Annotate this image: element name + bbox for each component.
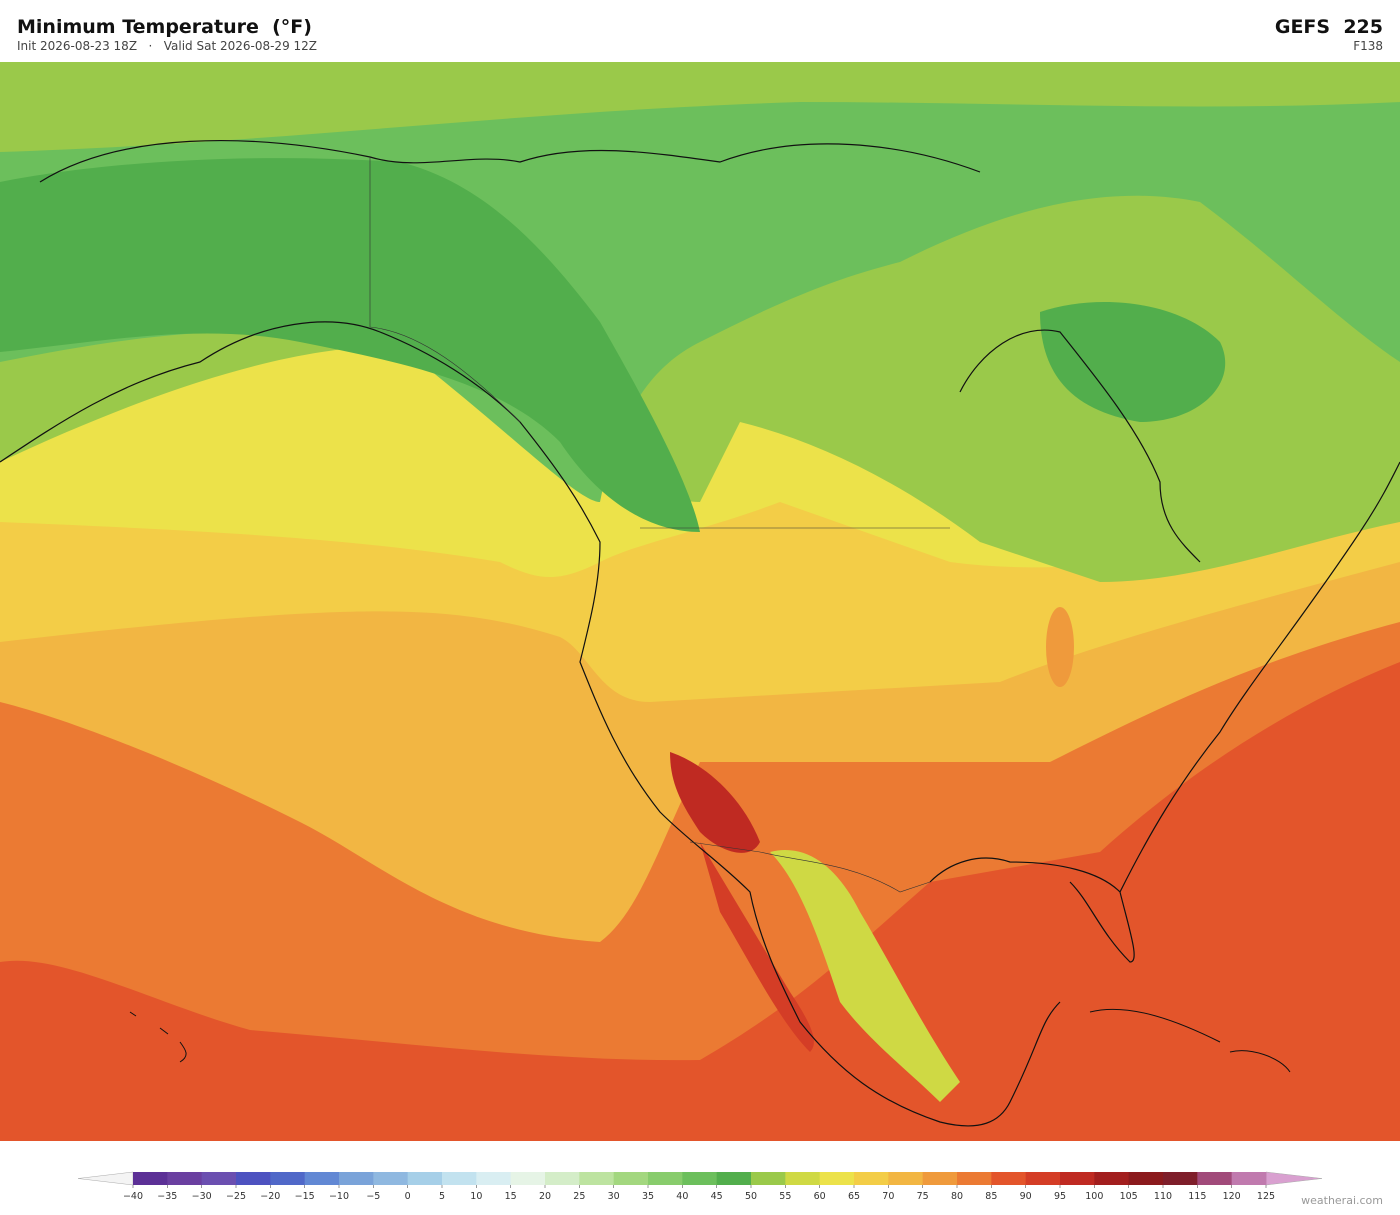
colorbar-label: 105 [1120, 1191, 1138, 1202]
credit: weatherai.com [1301, 1194, 1383, 1207]
field [770, 850, 960, 1102]
colorbar-label: −30 [192, 1191, 212, 1202]
colorbar-label: 15 [505, 1191, 517, 1202]
field [0, 62, 1400, 152]
colorbar-label: 120 [1223, 1191, 1241, 1202]
colorbar-swatch [819, 1172, 855, 1185]
model: GEFS 225 [1274, 16, 1383, 38]
colorbar-label: 90 [1020, 1191, 1032, 1202]
colorbar: −40 −35 −30 −25 −20 −15 −10 −5 0 5 10 15 20 25 30 35 40 4… [77, 1171, 1323, 1202]
colorbar-swatch [716, 1172, 752, 1185]
colorbar-swatch [648, 1172, 683, 1185]
colorbar-label: 70 [882, 1191, 894, 1202]
colorbar-swatch [1060, 1172, 1095, 1185]
colorbar-label: −20 [260, 1191, 280, 1202]
field [1040, 302, 1226, 422]
colorbar-label: 115 [1188, 1191, 1206, 1202]
colorbar-swatch [133, 1172, 168, 1185]
colorbar-swatch [407, 1172, 443, 1185]
field [700, 842, 814, 1052]
colorbar-swatch [201, 1172, 237, 1185]
colorbar-swatch [854, 1172, 889, 1185]
colorbar-label: −5 [366, 1191, 380, 1202]
colorbar-label: 20 [539, 1191, 551, 1202]
colorbar-label: 0 [405, 1191, 411, 1202]
colorbar-swatch [510, 1172, 546, 1185]
colorbar-label: 60 [814, 1191, 826, 1202]
colorbar-label: 55 [779, 1191, 791, 1202]
colorbar-label: 95 [1054, 1191, 1066, 1202]
colorbar-label: 80 [951, 1191, 963, 1202]
colorbar-swatch [476, 1172, 512, 1185]
colorbar-swatch [236, 1172, 271, 1185]
colorbar-swatch [1197, 1172, 1233, 1185]
colorbar-swatch [1025, 1172, 1061, 1185]
colorbar-swatch [579, 1172, 615, 1185]
colorbar-swatch [442, 1172, 477, 1185]
colorbar-swatch [167, 1172, 203, 1185]
colorbar-label: 100 [1085, 1191, 1103, 1202]
colorbar-swatch [613, 1172, 649, 1185]
colorbar-swatch [373, 1172, 409, 1185]
colorbar-swatch [751, 1172, 786, 1185]
coastline [0, 139, 1400, 1127]
colorbar-swatch [1163, 1172, 1198, 1185]
title: Minimum Temperature (°F) [17, 16, 312, 38]
colorbar-under [77, 1171, 134, 1186]
coastline [129, 1008, 1291, 1073]
colorbar-label: 110 [1154, 1191, 1172, 1202]
colorbar-label: −25 [226, 1191, 246, 1202]
colorbar-swatch [1094, 1172, 1130, 1185]
field [1046, 607, 1074, 687]
colorbar-label: 75 [917, 1191, 929, 1202]
colorbar-label: 50 [745, 1191, 757, 1202]
colorbar-label: 85 [985, 1191, 997, 1202]
colorbar-label: 30 [608, 1191, 620, 1202]
colorbar-label: −35 [157, 1191, 177, 1202]
colorbar-swatch [270, 1172, 306, 1185]
colorbar-swatch [339, 1172, 374, 1185]
colorbar-label: −10 [329, 1191, 349, 1202]
colorbar-swatch [888, 1172, 924, 1185]
subtitle: Init 2026-08-23 18Z · Valid Sat 2026-08-… [17, 39, 318, 53]
colorbar-swatch [785, 1172, 821, 1185]
forecast-hour: F138 [1353, 39, 1383, 53]
colorbar-over [1265, 1171, 1323, 1186]
colorbar-swatch [1128, 1172, 1164, 1185]
colorbar-swatch [545, 1172, 580, 1185]
map [0, 62, 1400, 1141]
colorbar-swatch [991, 1172, 1027, 1185]
colorbar-label: 40 [676, 1191, 688, 1202]
colorbar-swatch [922, 1172, 958, 1185]
colorbar-swatch [1231, 1172, 1267, 1185]
colorbar-label: 5 [439, 1191, 445, 1202]
colorbar-label: 10 [470, 1191, 482, 1202]
colorbar-label: 45 [711, 1191, 723, 1202]
colorbar-label: 65 [848, 1191, 860, 1202]
field [0, 158, 700, 532]
colorbar-label: 125 [1257, 1191, 1275, 1202]
border [369, 157, 950, 893]
field [670, 752, 760, 853]
colorbar-label: −40 [123, 1191, 143, 1202]
colorbar-swatch [304, 1172, 340, 1185]
colorbar-label: 35 [642, 1191, 654, 1202]
colorbar-label: −15 [295, 1191, 315, 1202]
colorbar-swatch [682, 1172, 718, 1185]
colorbar-label: 25 [573, 1191, 585, 1202]
colorbar-swatch [957, 1172, 992, 1185]
